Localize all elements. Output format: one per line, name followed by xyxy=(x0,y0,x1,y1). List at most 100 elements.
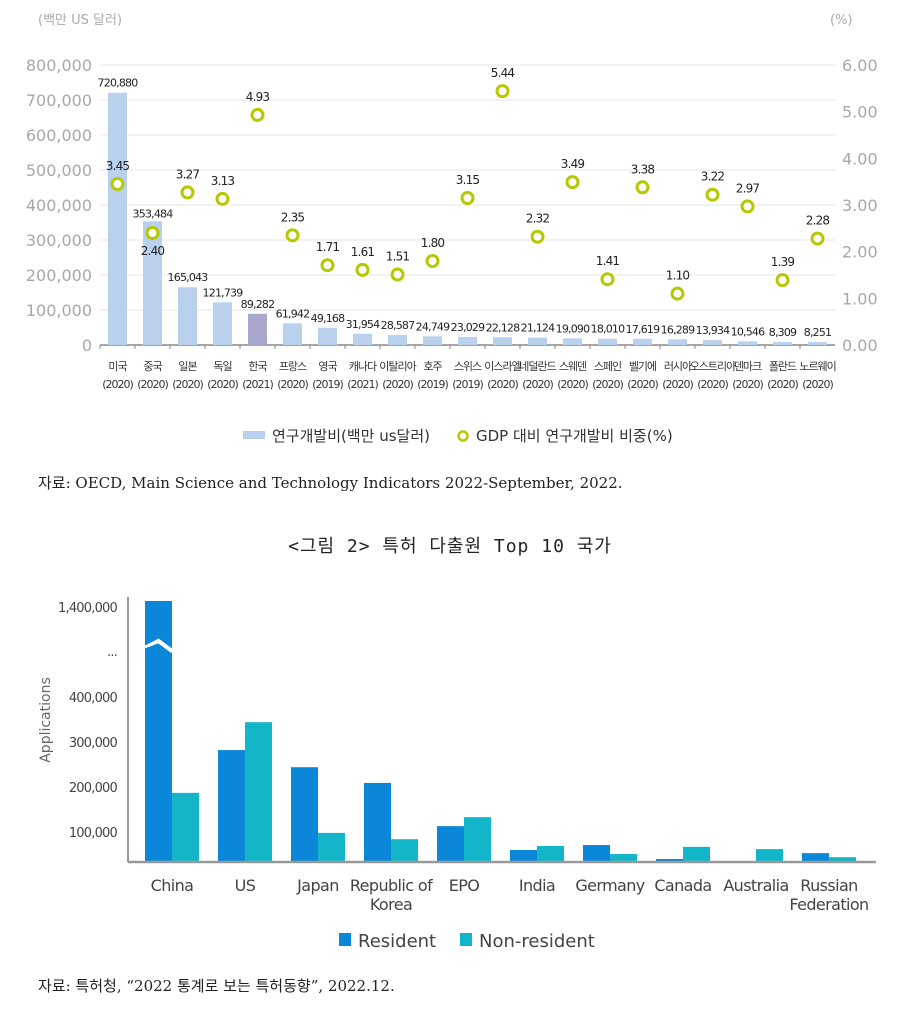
gdp-ratio-marker xyxy=(635,180,650,195)
x-category-label: 이스라엘 xyxy=(484,360,521,373)
left-tick-label: 500,000 xyxy=(26,161,92,180)
gdp-ratio-marker xyxy=(425,254,440,268)
y-tick-label: 1,400,000 xyxy=(58,601,117,616)
left-tick-label: 300,000 xyxy=(26,231,92,250)
gdp-ratio-label: 1.51 xyxy=(386,250,410,264)
bar-영국 xyxy=(318,327,337,345)
gdp-ratio-label: 1.41 xyxy=(596,254,620,268)
bar-value-label: 24,749 xyxy=(416,320,450,333)
gdp-ratio-label: 3.45 xyxy=(106,159,130,173)
bar-미국 xyxy=(108,92,127,345)
x-year-label: (2020) xyxy=(557,378,588,391)
x-category-label: 스위스 xyxy=(454,360,482,373)
bar-value-label: 17,619 xyxy=(626,323,660,336)
x-year-label: (2020) xyxy=(592,378,623,391)
x-category-label: Canada xyxy=(654,876,711,895)
x-category-label: Republic of xyxy=(350,876,433,895)
x-category-label: Russian xyxy=(800,876,857,895)
gdp-ratio-label: 3.38 xyxy=(631,162,655,176)
x-category-label: 스웨덴 xyxy=(559,360,587,373)
source-caption-1: 자료: OECD, Main Science and Technology In… xyxy=(38,474,623,492)
bar-value-label: 16,289 xyxy=(661,323,695,336)
x-category-label: China xyxy=(151,876,194,895)
bar-non-resident-australia xyxy=(756,849,783,861)
bar-벨기에 xyxy=(633,338,652,345)
x-year-label: (2020) xyxy=(207,378,238,391)
bar-value-label: 10,546 xyxy=(731,325,765,338)
x-category-label: 한국 xyxy=(248,360,267,373)
x-category-label: 이탈리아 xyxy=(379,360,416,373)
gdp-ratio-marker xyxy=(530,229,545,244)
x-category-label: Federation xyxy=(789,895,868,914)
bar-resident-republic-of-korea xyxy=(364,782,391,861)
x-year-label: (2020) xyxy=(277,378,308,391)
gdp-ratio-marker xyxy=(110,177,125,191)
gdp-ratio-label: 1.10 xyxy=(666,269,690,283)
bar-value-label: 13,934 xyxy=(696,324,730,337)
legend-nonresident-swatch xyxy=(460,933,472,946)
x-category-label: 프랑스 xyxy=(279,360,307,373)
gdp-ratio-label: 3.13 xyxy=(211,174,235,188)
bar-중국 xyxy=(143,221,162,345)
bar-value-label: 89,282 xyxy=(241,298,275,311)
x-category-label: 미국 xyxy=(108,360,127,373)
bar-이스라엘 xyxy=(493,337,512,345)
x-year-label: (2020) xyxy=(662,378,693,391)
legend-marker-swatch xyxy=(457,430,469,442)
gdp-ratio-marker xyxy=(705,187,720,202)
bar-non-resident-russian-federation xyxy=(829,857,856,861)
x-category-label: Korea xyxy=(370,895,412,914)
bar-non-resident-india xyxy=(537,845,564,861)
x-category-label: 덴마크 xyxy=(734,360,762,373)
x-year-label: (2020) xyxy=(102,378,133,391)
x-year-label: (2020) xyxy=(382,378,413,391)
x-year-label: (2020) xyxy=(802,378,833,391)
gdp-ratio-marker xyxy=(145,226,160,240)
bar-non-resident-china xyxy=(172,792,199,861)
source-caption-2: 자료: 특허청, “2022 통계로 보는 특허동향”, 2022.12. xyxy=(38,977,395,995)
gdp-ratio-label: 2.40 xyxy=(141,244,165,258)
x-year-label: (2020) xyxy=(522,378,553,391)
x-year-label: (2020) xyxy=(767,378,798,391)
left-tick-label: 100,000 xyxy=(26,301,92,320)
x-year-label: (2020) xyxy=(137,378,168,391)
bar-non-resident-canada xyxy=(683,846,710,861)
right-tick-label: 5.00 xyxy=(842,103,878,122)
gdp-ratio-label: 2.97 xyxy=(736,181,760,195)
x-year-label: (2020) xyxy=(172,378,203,391)
bar-resident-canada xyxy=(656,859,683,861)
x-category-label: 폴란드 xyxy=(769,360,797,373)
x-category-label: Japan xyxy=(296,876,339,895)
right-tick-label: 1.00 xyxy=(842,289,878,308)
x-category-label: 오스트리아 xyxy=(690,360,736,373)
gdp-ratio-marker xyxy=(215,191,230,206)
x-year-label: (2020) xyxy=(627,378,658,391)
gdp-ratio-label: 2.32 xyxy=(526,212,550,226)
bar-resident-germany xyxy=(583,845,610,861)
x-category-label: EPO xyxy=(449,876,480,895)
right-axis-label: (%) xyxy=(830,13,853,28)
bar-value-label: 165,043 xyxy=(168,271,209,284)
x-category-label: 벨기에 xyxy=(629,360,656,373)
gdp-ratio-label: 1.71 xyxy=(316,240,340,254)
bar-non-resident-epo xyxy=(464,817,491,861)
bar-value-label: 353,484 xyxy=(133,207,174,220)
bar-프랑스 xyxy=(283,323,302,345)
bar-resident-us xyxy=(218,750,245,861)
y-tick-label: 300,000 xyxy=(69,736,118,751)
bar-value-label: 31,954 xyxy=(346,318,380,331)
y-tick-label: 200,000 xyxy=(69,781,118,796)
x-year-label: (2021) xyxy=(347,378,378,391)
bar-non-resident-us xyxy=(245,722,272,861)
legend-bar-label: 연구개발비(백만 us달러) xyxy=(272,427,430,445)
x-year-label: (2019) xyxy=(417,378,448,391)
bar-폴란드 xyxy=(773,342,792,345)
bar-오스트리아 xyxy=(703,340,722,345)
x-year-label: (2019) xyxy=(312,378,343,391)
bar-일본 xyxy=(178,287,197,345)
gdp-ratio-label: 2.28 xyxy=(806,214,830,228)
rnd-expenditure-chart: (백만 US 달러) (%) 0 100,000 200,000 300,000 400,0… xyxy=(26,13,878,445)
x-category-label: Australia xyxy=(723,876,788,895)
x-category-label: 러시아 xyxy=(664,360,692,373)
bar-value-label: 121,739 xyxy=(203,286,244,299)
